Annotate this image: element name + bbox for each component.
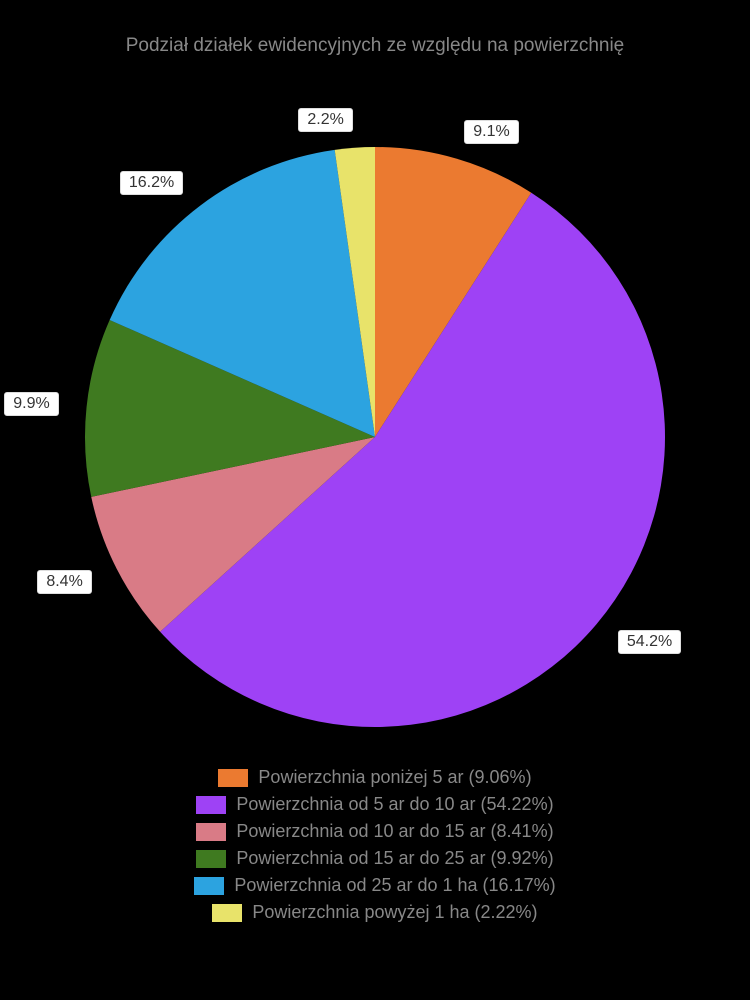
legend-swatch (194, 877, 224, 895)
pie-slice-label: 16.2% (120, 171, 183, 195)
legend-item: Powierzchnia od 5 ar do 10 ar (54.22%) (196, 794, 553, 815)
legend-label: Powierzchnia powyżej 1 ha (2.22%) (252, 902, 537, 923)
legend-label: Powierzchnia od 15 ar do 25 ar (9.92%) (236, 848, 553, 869)
pie-chart-container: 9.1%54.2%8.4%9.9%16.2%2.2% (25, 57, 725, 757)
pie-slice-label: 54.2% (618, 630, 681, 654)
pie-slice-label: 8.4% (37, 570, 91, 594)
legend-label: Powierzchnia od 25 ar do 1 ha (16.17%) (234, 875, 555, 896)
legend-label: Powierzchnia od 10 ar do 15 ar (8.41%) (236, 821, 553, 842)
legend-item: Powierzchnia poniżej 5 ar (9.06%) (218, 767, 531, 788)
legend-swatch (212, 904, 242, 922)
legend-item: Powierzchnia od 25 ar do 1 ha (16.17%) (194, 875, 555, 896)
pie-slice-label: 2.2% (298, 108, 352, 132)
legend-item: Powierzchnia od 10 ar do 15 ar (8.41%) (196, 821, 553, 842)
legend-item: Powierzchnia powyżej 1 ha (2.22%) (212, 902, 537, 923)
legend-swatch (196, 850, 226, 868)
legend-swatch (196, 796, 226, 814)
pie-slice-label: 9.1% (464, 120, 518, 144)
legend-label: Powierzchnia poniżej 5 ar (9.06%) (258, 767, 531, 788)
legend-swatch (218, 769, 248, 787)
pie-slice-label: 9.9% (4, 392, 58, 416)
legend-label: Powierzchnia od 5 ar do 10 ar (54.22%) (236, 794, 553, 815)
legend: Powierzchnia poniżej 5 ar (9.06%) Powierz… (194, 767, 555, 923)
chart-title: Podział działek ewidencyjnych ze względu… (126, 35, 625, 57)
legend-item: Powierzchnia od 15 ar do 25 ar (9.92%) (196, 848, 553, 869)
legend-swatch (196, 823, 226, 841)
